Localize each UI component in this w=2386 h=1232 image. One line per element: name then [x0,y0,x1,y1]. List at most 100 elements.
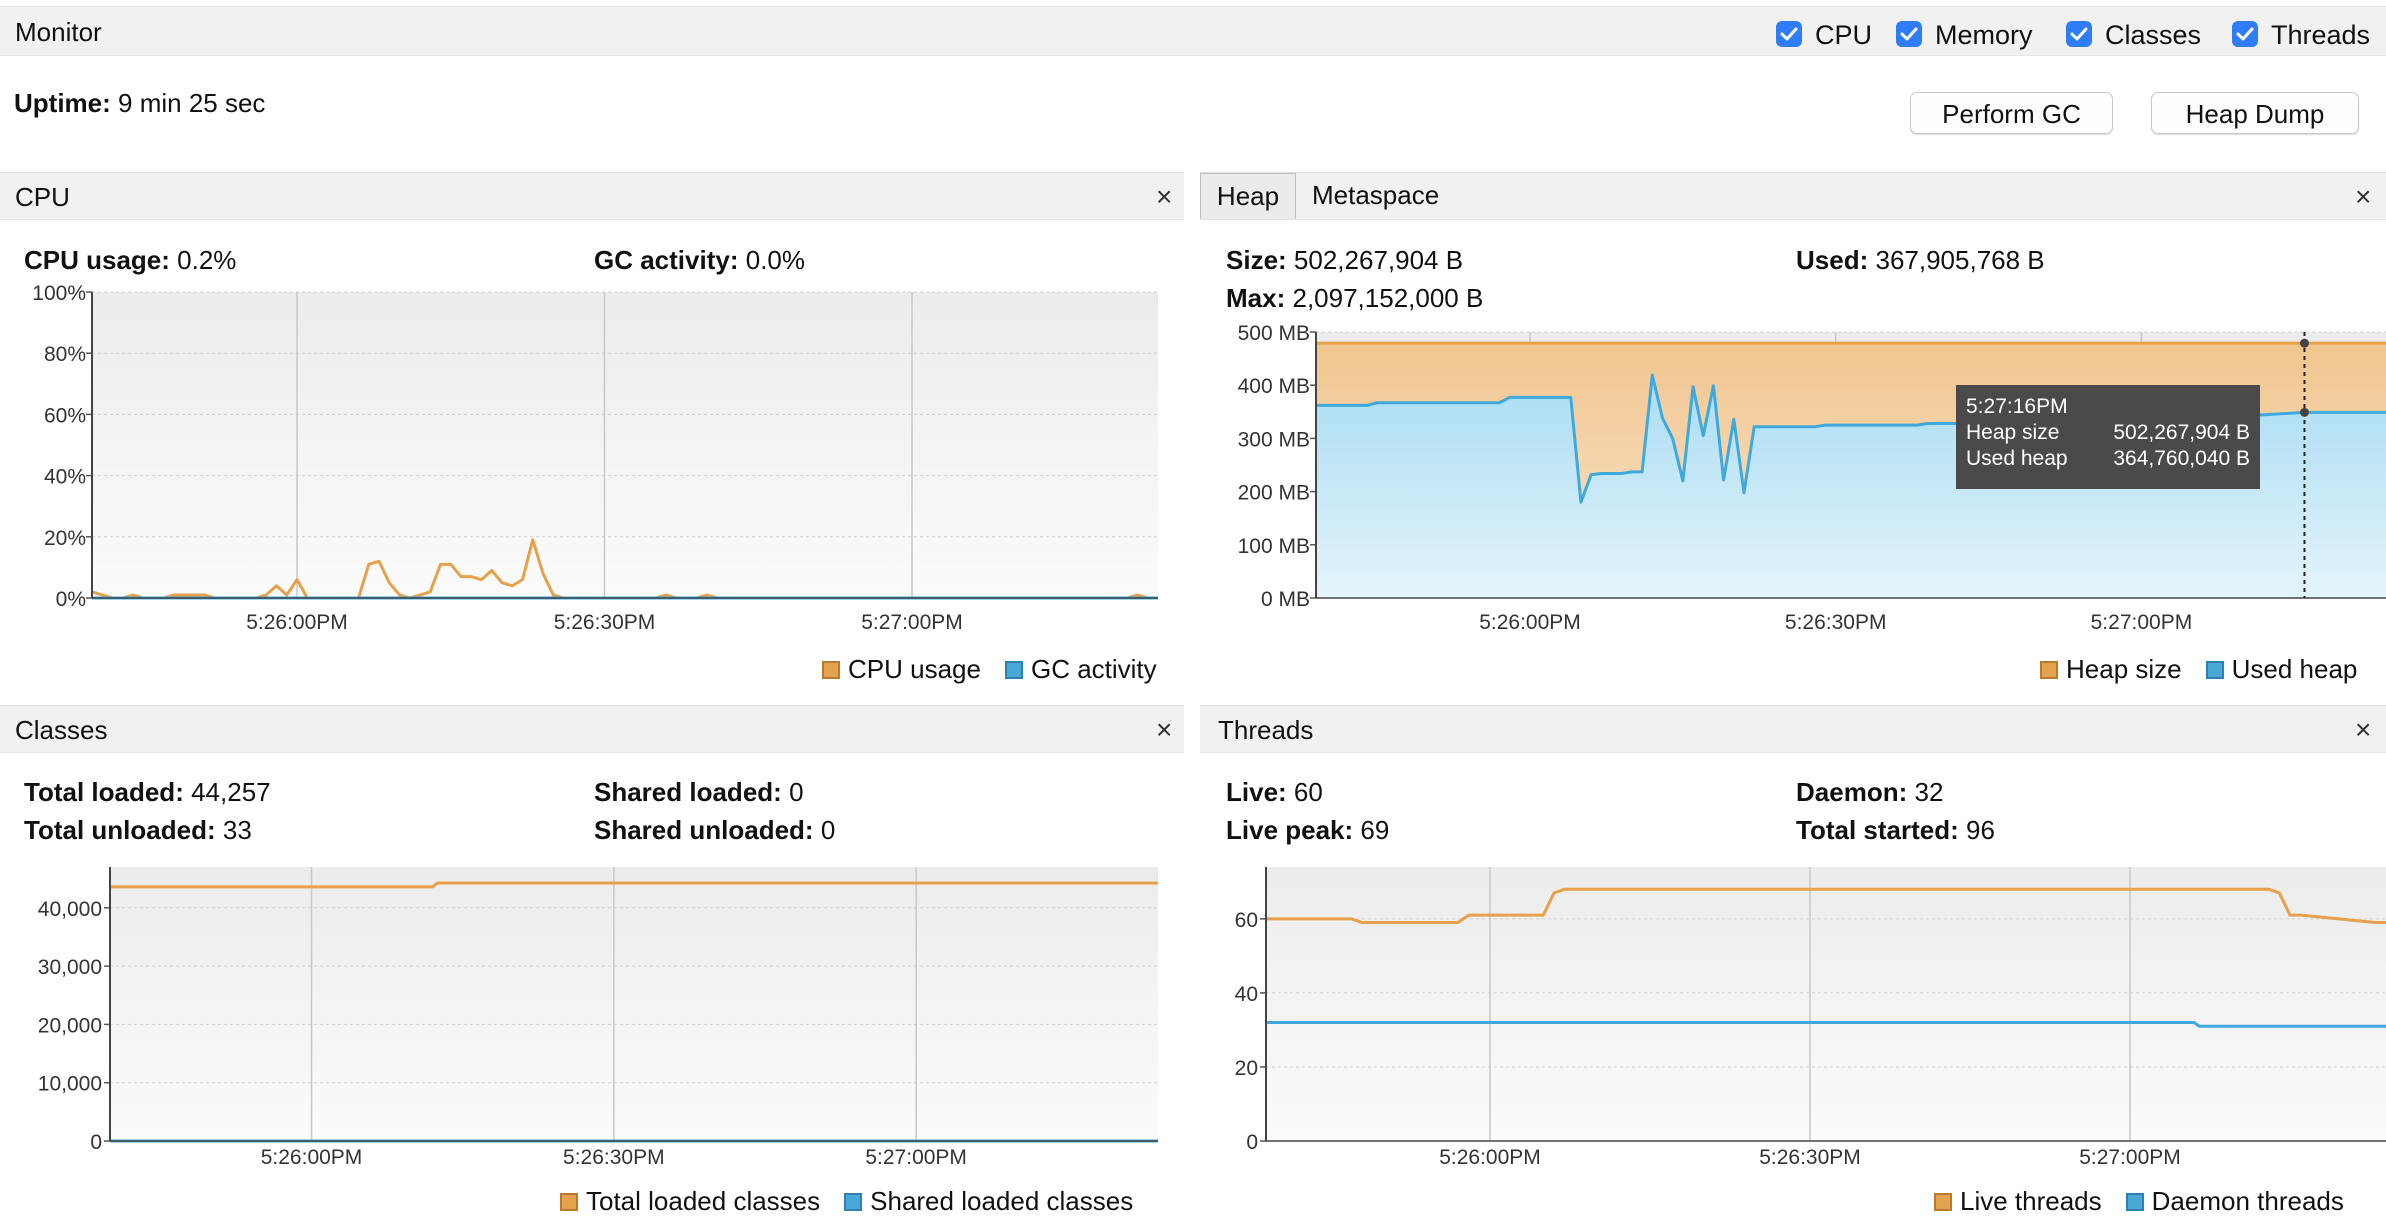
classes-panel-title: Classes [15,715,108,745]
tooltip-used-heap-label: Used heap [1966,447,2068,470]
heap-size-label: Size: [1226,245,1287,275]
tooltip-heap-size-row: Heap size 502,267,904 B [1966,421,2250,445]
heap-hover-point [2299,338,2309,348]
daemon-value: 32 [1914,777,1944,807]
shared-loaded-stat: Shared loaded: 0 [594,777,804,808]
blue-swatch [2205,660,2224,679]
threads-x-tick-label: 5:26:00PM [1439,1146,1541,1169]
heap-tooltip: 5:27:16PM Heap size 502,267,904 B Used he… [1956,385,2260,489]
threads-x-tick-label: 5:27:00PM [2079,1146,2181,1169]
heap-close-icon[interactable]: × [2355,181,2372,212]
tab-metaspace[interactable]: Metaspace [1312,180,1440,210]
total-loaded-label: Total loaded: [24,777,184,807]
classes-y-tick-label: 10,000 [38,1073,102,1096]
heap-used-value: 367,905,768 B [1875,245,2045,275]
shared-loaded-label: Shared loaded: [594,777,782,807]
cpu-checkbox[interactable] [1776,21,1802,47]
heap-hover-point [2299,407,2309,417]
total-unloaded-stat: Total unloaded: 33 [24,815,252,846]
threads-chart: 60 40 20 0 5:26:00PM 5:26:30PM 5:27:00PM [1235,867,2386,1169]
classes-panel-header: Classes × [0,705,1184,753]
shared-loaded-legend-label: Shared loaded classes [870,1186,1134,1216]
orange-swatch [1934,1192,1952,1211]
cpu-y-tick-label: 100% [32,282,86,305]
heap-max-label: Max: [1226,283,1286,313]
heap-max-value: 2,097,152,000 B [1292,283,1484,313]
threads-legend: Live threads Daemon threads [1934,1186,2344,1217]
total-loaded-stat: Total loaded: 44,257 [24,777,271,808]
total-loaded-legend-label: Total loaded classes [586,1186,821,1216]
perform-gc-button[interactable]: Perform GC [1910,92,2113,134]
uptime-value: 9 min 25 sec [118,88,266,118]
cpu-y-tick-label: 0% [56,588,86,611]
gc-activity-legend-item: GC activity [1004,654,1157,685]
total-started-label: Total started: [1796,815,1959,845]
shared-loaded-value: 0 [789,777,804,807]
tooltip-time: 5:27:16PM [1966,395,2068,418]
threads-panel-title: Threads [1218,715,1314,745]
classes-checkbox[interactable] [2066,21,2092,47]
classes-close-icon[interactable]: × [1156,714,1173,745]
tooltip-used-heap-row: Used heap 364,760,040 B [1966,447,2250,471]
daemon-threads-legend-item: Daemon threads [2125,1186,2344,1217]
gc-activity-label: GC activity: [594,245,739,275]
live-label: Live: [1226,777,1287,807]
daemon-label: Daemon: [1796,777,1908,807]
live-peak-label: Live peak: [1226,815,1354,845]
heap-y-tick-label: 100 MB [1238,535,1310,558]
live-value: 60 [1293,777,1323,807]
cpu-usage-label: CPU usage: [24,245,170,275]
memory-checkbox[interactable] [1896,21,1922,47]
cpu-close-icon[interactable]: × [1156,181,1173,212]
heap-used-stat: Used: 367,905,768 B [1796,245,2045,276]
tooltip-heap-size-label: Heap size [1966,421,2060,444]
heap-y-tick-label: 200 MB [1238,482,1310,505]
heap-panel-header: Heap Metaspace × [1200,172,2386,220]
classes-checkbox-label[interactable]: Classes [2105,20,2202,50]
threads-checkbox-label[interactable]: Threads [2271,20,2371,50]
threads-y-tick-label: 0 [1246,1131,1258,1154]
heap-used-label: Used: [1796,245,1869,275]
classes-y-tick-label: 20,000 [38,1014,102,1037]
cpu-usage-legend-label: CPU usage [848,654,981,684]
cpu-y-tick-label: 40% [44,466,86,489]
live-threads-legend-item: Live threads [1934,1186,2102,1217]
shared-unloaded-value: 0 [820,815,836,845]
daemon-threads-legend-label: Daemon threads [2151,1186,2344,1216]
threads-close-icon[interactable]: × [2355,714,2372,745]
classes-x-tick-label: 5:27:00PM [865,1146,967,1169]
classes-x-tick-label: 5:26:00PM [261,1146,363,1169]
blue-swatch [1004,660,1023,679]
cpu-legend: CPU usage GC activity [822,654,1157,685]
threads-y-tick-label: 20 [1235,1057,1258,1080]
threads-live-threads-line [1266,887,2386,925]
gc-activity-stat: GC activity: 0.0% [594,245,805,276]
cpu-chart: 100% 80% 60% 40% 20% 0% 5:26:00PM 5:26:30PM 5:27… [32,282,1158,634]
cpu-usage-legend-item: CPU usage [822,654,981,685]
shared-unloaded-label: Shared unloaded: [594,815,814,845]
classes-x-tick-label: 5:26:30PM [563,1146,665,1169]
daemon-stat: Daemon: 32 [1796,777,1943,808]
threads-checkbox[interactable] [2232,21,2258,47]
threads-x-tick-label: 5:26:30PM [1759,1146,1861,1169]
classes-total-loaded-classes-line [110,881,1158,889]
heap-size-legend-label: Heap size [2066,654,2182,684]
cpu-checkbox-label[interactable]: CPU [1815,20,1873,50]
cpu-panel-title: CPU [15,182,70,212]
heap-size-stat: Size: 502,267,904 B [1226,245,1463,276]
monitor-header: Monitor [0,6,2386,56]
heap-y-tick-label: 500 MB [1238,322,1310,345]
total-started-stat: Total started: 96 [1796,815,1995,846]
monitor-title: Monitor [15,17,102,47]
heap-dump-button[interactable]: Heap Dump [2151,92,2359,134]
tab-heap[interactable]: Heap [1200,173,1296,219]
threads-panel-header: Threads × [1200,705,2386,753]
live-peak-value: 69 [1360,815,1390,845]
heap-size-value: 502,267,904 B [1293,245,1464,275]
uptime-label: Uptime: [14,88,111,118]
memory-checkbox-label[interactable]: Memory [1935,20,2033,50]
blue-swatch [844,1192,863,1211]
threads-daemon-threads-line [1266,1021,2386,1028]
classes-y-tick-label: 40,000 [38,898,102,921]
live-threads-legend-label: Live threads [1960,1186,2102,1216]
